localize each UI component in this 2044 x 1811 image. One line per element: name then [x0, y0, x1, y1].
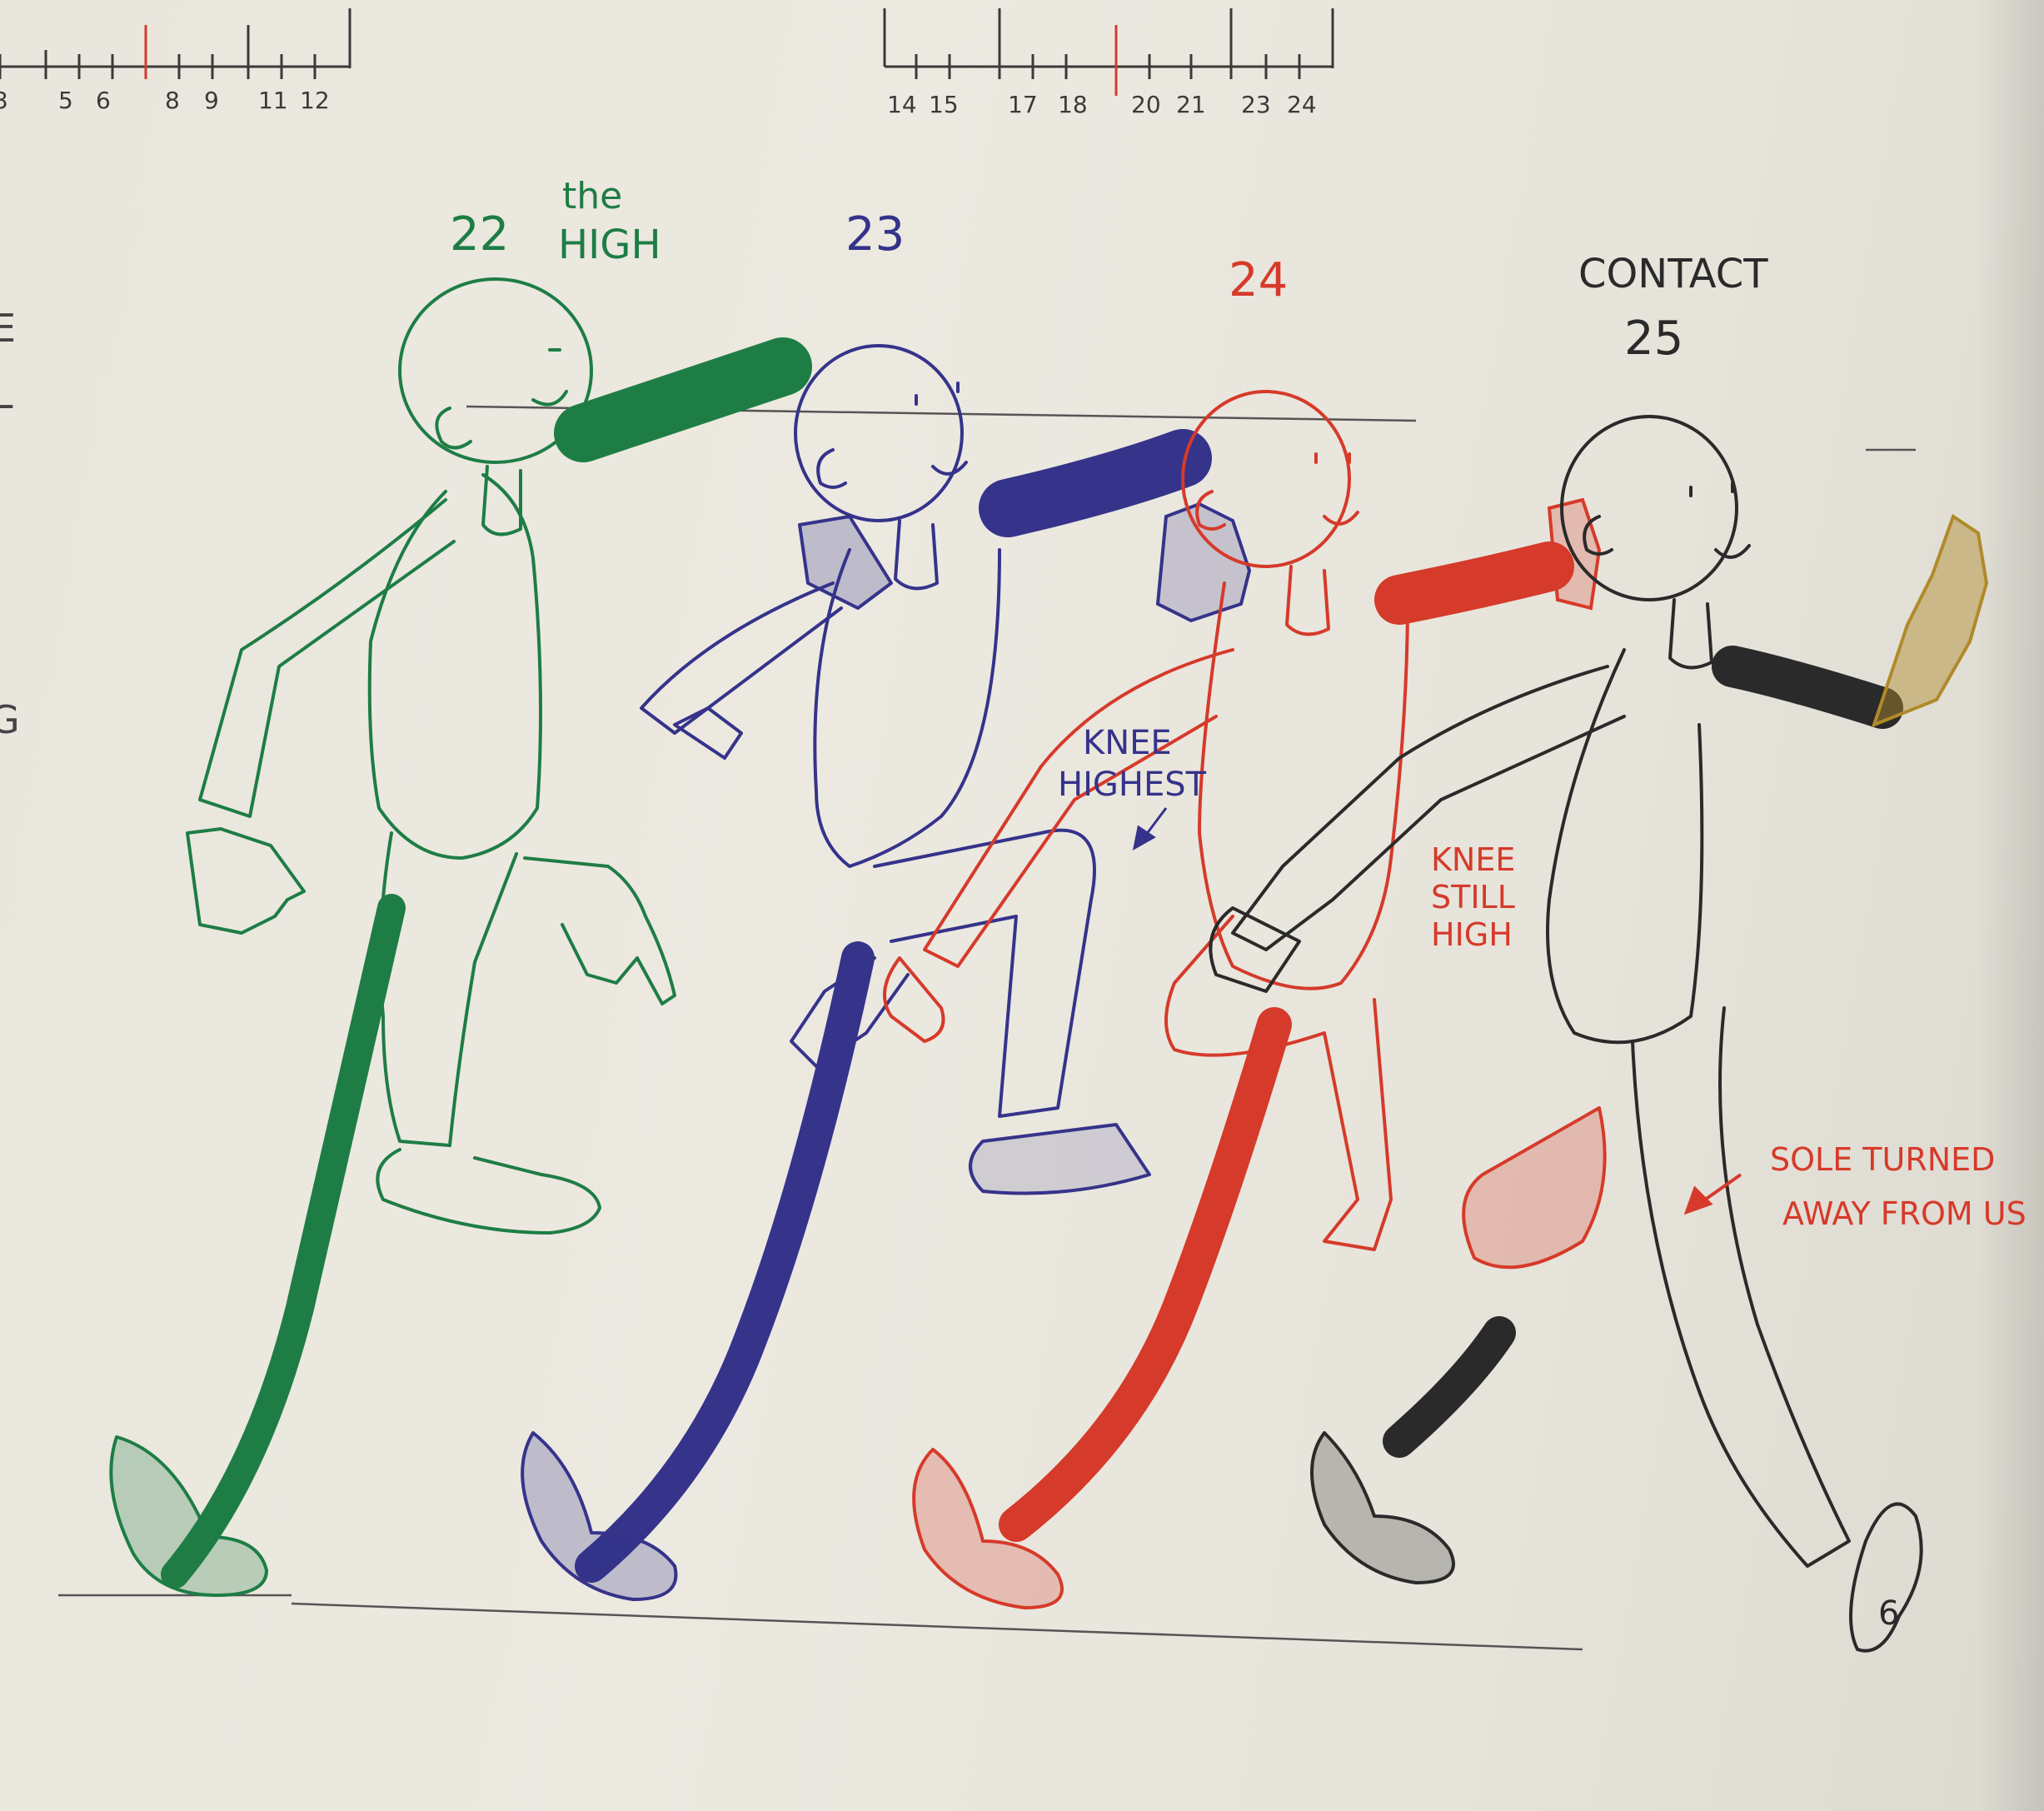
- annotation-knee-highest: KNEE HIGHEST: [1058, 724, 1207, 804]
- margin-letter: G: [0, 697, 20, 742]
- annotation-line: HIGH: [1431, 916, 1513, 953]
- tick-label: 23: [1241, 91, 1271, 118]
- annotation-line: KNEE: [1083, 724, 1172, 762]
- tick-label: 3: [0, 87, 8, 114]
- frame-22-number: 22: [450, 207, 509, 262]
- figure-24-red: [883, 390, 1607, 1609]
- annotation-knee-highest-arrow: [1132, 807, 1168, 851]
- annotation-sole-turned: SOLE TURNED AWAY FROM US: [1770, 1141, 2027, 1232]
- tick-label: 14: [887, 91, 917, 118]
- figure-25-black: 6: [1209, 415, 1923, 1653]
- tick-label: 17: [1008, 91, 1038, 118]
- frame-25-number: 25: [1624, 312, 1683, 366]
- tick-label: 12: [300, 87, 330, 114]
- tick-label: 6: [96, 87, 111, 114]
- timeline-right-labels: 14 15 17 18 20 21 23 24: [887, 91, 1317, 118]
- timeline-left-labels: 3 5 6 8 9 11 12: [0, 87, 330, 114]
- tick-label: 15: [929, 91, 959, 118]
- annotation-line: AWAY FROM US: [1782, 1195, 2027, 1232]
- tick-label: 20: [1131, 91, 1161, 118]
- tick-label: 24: [1287, 91, 1317, 118]
- frame-22-sublabel-bottom: HIGH: [558, 222, 661, 268]
- frame-25-title: CONTACT: [1578, 251, 1768, 297]
- margin-letter: E: [0, 306, 16, 351]
- figure-24-front-arm: [1374, 541, 1574, 625]
- annotation-line: KNEE: [1431, 841, 1515, 878]
- svg-text:6: 6: [1878, 1594, 1899, 1633]
- book-spine-shadow: [1977, 0, 2044, 1811]
- tick-label: 18: [1058, 91, 1088, 118]
- annotation-line: SOLE TURNED: [1770, 1141, 1995, 1178]
- figure-23-hand: [1155, 501, 1252, 623]
- tick-label: 8: [165, 87, 180, 114]
- figure-23-front-arm: [979, 429, 1212, 537]
- figure-25-gold-hand: [1871, 513, 1989, 728]
- annotation-sole-arrow: [1683, 1173, 1742, 1215]
- tick-label: 5: [58, 87, 73, 114]
- annotation-knee-still-high: KNEE STILL HIGH: [1431, 841, 1515, 953]
- frame-23-number: 23: [845, 207, 905, 262]
- guide-lines: [58, 405, 1916, 1651]
- margin-letter: L: [0, 372, 13, 417]
- figure-22-front-arm: [554, 337, 812, 462]
- annotation-line: HIGHEST: [1058, 766, 1207, 804]
- frame-24-number: 24: [1229, 253, 1288, 307]
- tick-label: 21: [1176, 91, 1206, 118]
- tick-label: 11: [258, 87, 288, 114]
- figure-23-blue: [521, 344, 1151, 1601]
- annotation-line: STILL: [1431, 879, 1515, 915]
- timeline-right: [883, 8, 1334, 96]
- frame-labels: 22 the HIGH 23 24 CONTACT 25: [450, 175, 1768, 366]
- margin-letters: E L G: [0, 306, 20, 742]
- figure-25-front-arm: [1712, 646, 1903, 729]
- tick-label: 9: [204, 87, 219, 114]
- timeline-left: [0, 8, 351, 79]
- figure-22-green: [109, 277, 676, 1597]
- frame-22-sublabel-top: the: [562, 175, 622, 217]
